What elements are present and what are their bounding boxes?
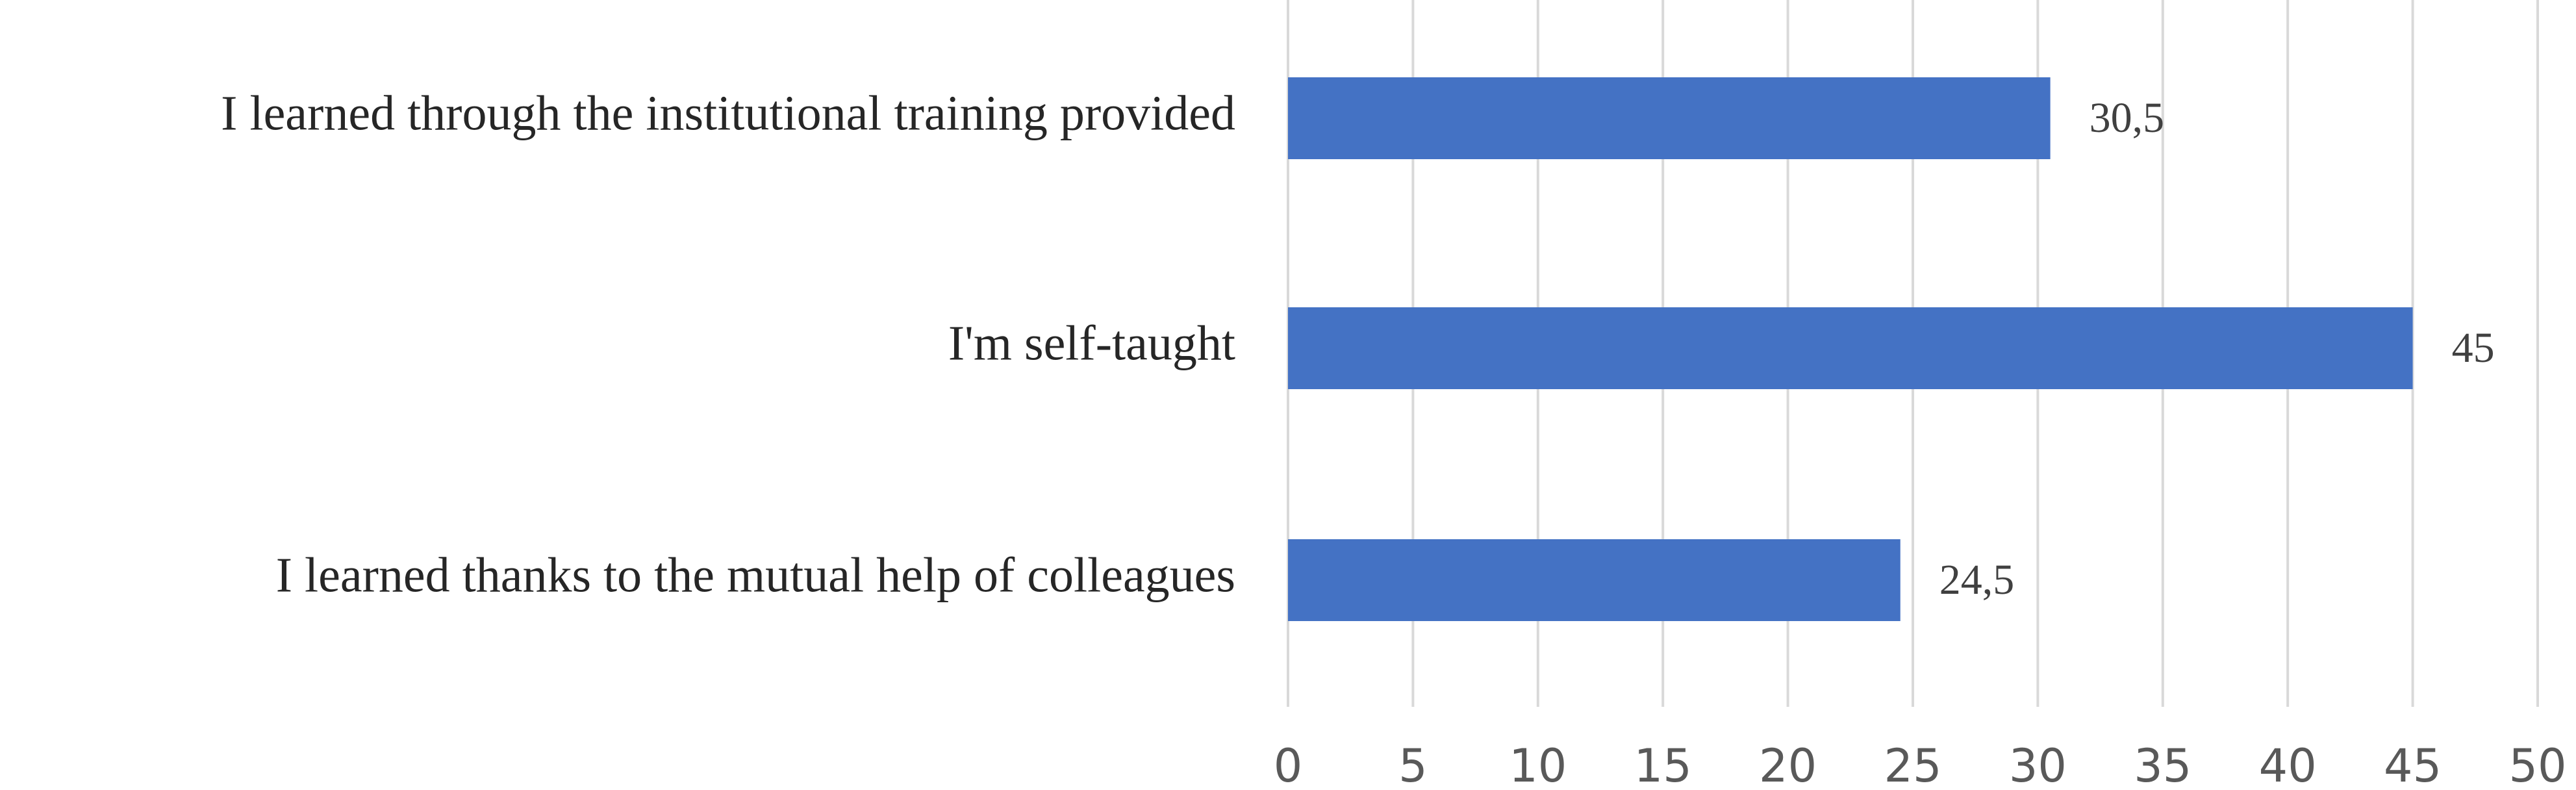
x-tick-label: 10 <box>1509 739 1567 790</box>
category-label: I learned thanks to the mutual help of c… <box>276 548 1235 602</box>
x-tick-label: 5 <box>1398 739 1428 790</box>
bar <box>1288 77 2051 159</box>
x-tick-label: 35 <box>2134 739 2191 790</box>
x-tick-label: 15 <box>1634 739 1692 790</box>
x-tick-label: 50 <box>2508 739 2566 790</box>
value-label: 30,5 <box>2090 94 2165 142</box>
bar <box>1288 307 2413 389</box>
x-tick-label: 30 <box>2009 739 2067 790</box>
x-tick-label: 40 <box>2259 739 2317 790</box>
x-tick-label: 25 <box>1884 739 1941 790</box>
category-label: I learned through the institutional trai… <box>221 86 1235 140</box>
value-label: 45 <box>2452 324 2495 372</box>
category-label: I'm self-taught <box>948 316 1235 370</box>
x-tick-label: 0 <box>1274 739 1303 790</box>
bar <box>1288 539 1900 621</box>
value-label: 24,5 <box>1939 556 2015 604</box>
x-tick-label: 20 <box>1759 739 1817 790</box>
x-tick-label: 45 <box>2384 739 2442 790</box>
